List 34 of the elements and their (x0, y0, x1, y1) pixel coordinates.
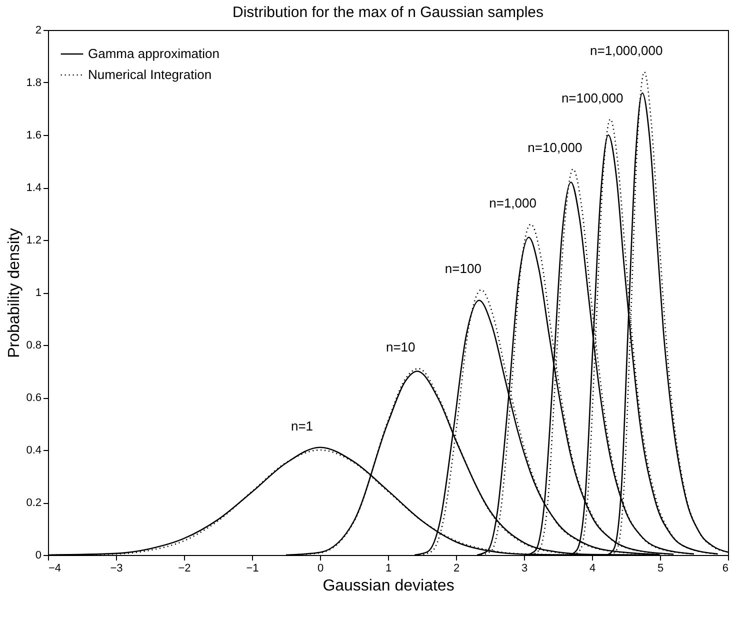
x-tick-label: −3 (110, 562, 123, 574)
y-tick-label: 1 (35, 287, 42, 299)
y-tick-label: 1.6 (26, 130, 42, 142)
chart-title: Distribution for the max of n Gaussian samples (232, 4, 544, 21)
y-tick-label: 1.8 (26, 77, 42, 89)
x-tick-label: −1 (246, 562, 259, 574)
y-tick-label: 1.4 (26, 182, 42, 194)
x-tick-label: 5 (657, 562, 664, 574)
x-tick-label: 3 (521, 562, 528, 574)
x-tick-label: −2 (178, 562, 191, 574)
y-tick-label: 0.6 (26, 392, 42, 404)
y-axis-title: Probability density (6, 228, 24, 358)
annotation: n=1,000,000 (590, 43, 663, 58)
x-axis-title: Gaussian deviates (322, 578, 454, 594)
annotation: n=10,000 (528, 140, 582, 156)
x-tick-label: 2 (453, 562, 460, 574)
x-tick-label: 6 (722, 562, 728, 574)
legend-label: Gamma approximation (88, 46, 220, 61)
x-tick-label: 4 (589, 562, 596, 574)
annotation: n=1,000 (489, 195, 536, 210)
x-tick-label: −4 (48, 562, 62, 574)
annotation: n=1 (290, 418, 314, 434)
annotation: n=100 (444, 260, 482, 276)
y-tick-label: 0.4 (26, 444, 42, 456)
legend-label: Numerical Integration (88, 67, 212, 82)
y-tick-label: 1.2 (26, 234, 42, 246)
y-tick-label: 2 (35, 24, 42, 36)
x-tick-label: 0 (317, 562, 324, 574)
y-tick-label: 0.8 (26, 340, 42, 352)
y-tick-label: 0.2 (26, 497, 42, 509)
annotation: n=10 (386, 340, 416, 355)
y-tick-label: 0 (35, 550, 42, 562)
annotation: n=100,000 (561, 90, 624, 106)
x-tick-label: 1 (385, 562, 392, 574)
